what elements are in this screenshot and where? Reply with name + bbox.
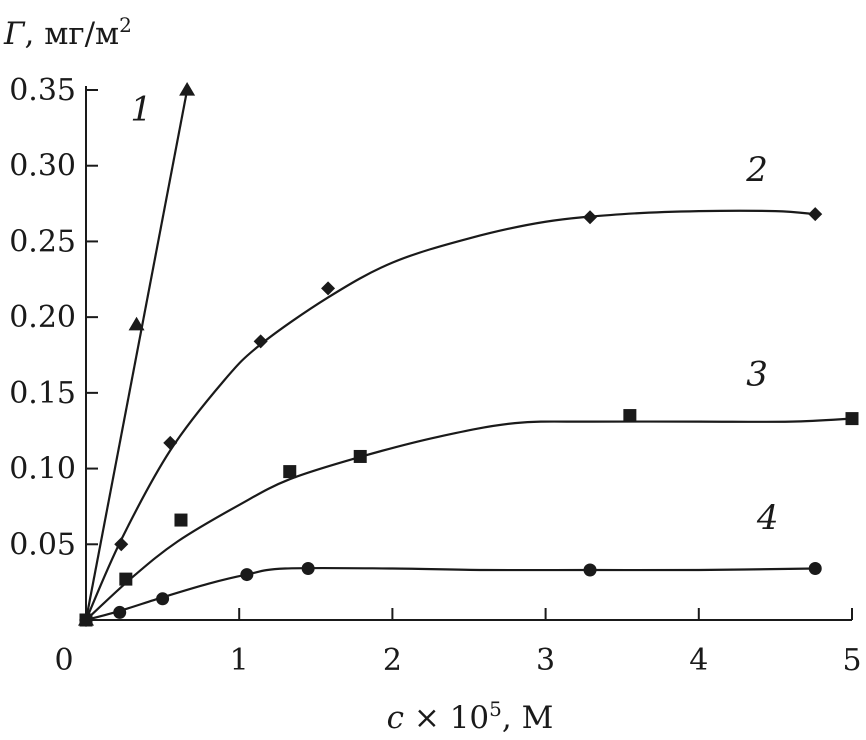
x-tick-label: 4 xyxy=(689,643,708,678)
x-axis-title-var: c xyxy=(387,700,404,736)
series-3-point xyxy=(353,449,367,463)
y-tick-label: 0.05 xyxy=(9,527,76,562)
series-2-point xyxy=(808,207,823,222)
x-axis-title-sup: 5 xyxy=(489,697,502,721)
series-3-point xyxy=(845,412,859,426)
series-4-point xyxy=(808,562,822,576)
x-tick-label: 5 xyxy=(842,643,861,678)
series-2-curve xyxy=(84,209,816,621)
series-4-point xyxy=(113,605,127,619)
y-tick-label: 0.25 xyxy=(9,224,76,259)
x-tick-label: 0 xyxy=(54,643,73,678)
x-axis-title-mult: × 10 xyxy=(404,700,489,736)
series-3-point xyxy=(623,409,637,423)
series-2-point xyxy=(253,334,268,349)
x-tick-label: 3 xyxy=(536,643,555,678)
series-2-label: 2 xyxy=(745,150,768,190)
y-tick-label: 0.35 xyxy=(9,73,76,108)
y-axis-title-unit: , мг/м xyxy=(25,16,120,52)
curve-group xyxy=(84,89,853,622)
tick-group: 0.05 0.10 0.15 0.20 0.25 0.30 0.35 0 1 2 3 4 5 xyxy=(9,73,861,678)
series-1-label: 1 xyxy=(130,89,152,129)
series-3-point xyxy=(174,513,188,527)
axes xyxy=(85,86,852,621)
y-tick-label: 0.15 xyxy=(9,376,76,411)
series-2-point xyxy=(163,435,178,450)
y-tick-label: 0.10 xyxy=(9,452,76,487)
series-4-point xyxy=(156,592,170,606)
series-4-point xyxy=(301,562,315,576)
y-axis-title-var: Г xyxy=(3,16,26,52)
series-1-point xyxy=(179,82,196,96)
series-4-point xyxy=(583,563,597,577)
y-axis-title: Г, мг/м2 xyxy=(3,13,132,52)
x-axis-title-unit: , М xyxy=(502,700,553,736)
series-1-curve xyxy=(84,89,189,621)
series-4-label: 4 xyxy=(756,498,779,538)
marker-group xyxy=(78,82,859,627)
series-3-point xyxy=(283,465,297,479)
series-2-point xyxy=(114,537,129,552)
series-4-curve xyxy=(85,566,816,622)
series-3-label: 3 xyxy=(746,354,768,394)
series-3-curve xyxy=(85,417,853,621)
y-tick-label: 0.20 xyxy=(9,300,76,335)
series-2-point xyxy=(583,210,598,225)
series-4-point xyxy=(79,613,93,627)
series-3-point xyxy=(119,572,133,586)
series-2-point xyxy=(321,281,336,296)
x-axis-title: c × 105, М xyxy=(387,697,554,736)
y-axis-title-sup: 2 xyxy=(119,13,132,37)
x-tick-label: 1 xyxy=(230,643,249,678)
y-tick-label: 0.30 xyxy=(9,149,76,184)
series-4-point xyxy=(240,568,254,582)
series-1-point xyxy=(128,316,145,331)
x-tick-label: 2 xyxy=(383,643,402,678)
series-label-group: 1 2 3 4 xyxy=(130,89,778,538)
